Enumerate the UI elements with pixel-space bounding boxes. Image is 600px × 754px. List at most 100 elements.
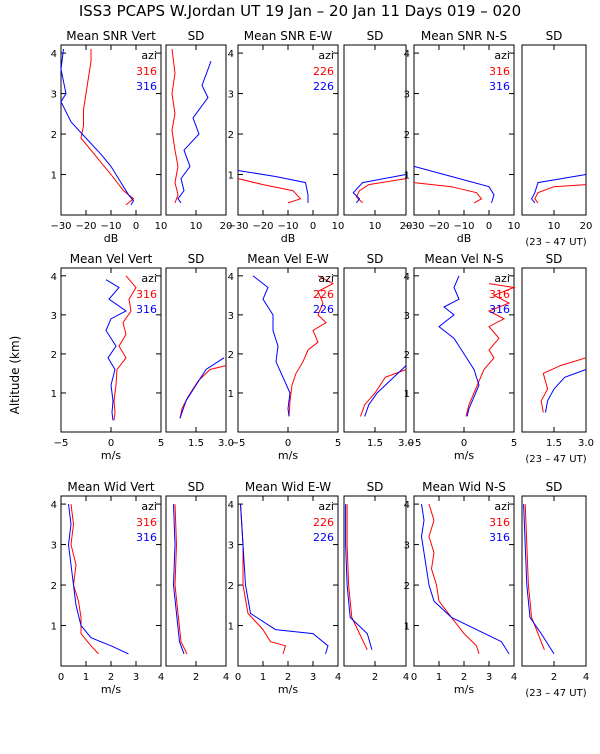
panel-2-5: SD 2 4	[521, 480, 589, 683]
y-tick-label: 1	[404, 389, 410, 400]
x-tick-label: 3.0	[578, 438, 594, 449]
panel-frame	[521, 267, 587, 433]
x-tick-label: 0	[285, 438, 291, 449]
y-tick-label: 3	[404, 90, 410, 101]
panel-0-5: SD 10 20	[521, 29, 592, 232]
x-tick-label: −30	[403, 221, 424, 232]
legend-entry: 316	[489, 288, 510, 301]
series-line-red	[524, 504, 545, 650]
legend-header: azi	[318, 272, 334, 285]
x-tick-label: 1.5	[367, 438, 383, 449]
series-line-red	[70, 504, 99, 655]
panel-frame	[521, 495, 587, 667]
panel-frame	[521, 44, 587, 216]
panel-title: Mean Vel E-W	[247, 252, 329, 266]
panel-title: SD	[546, 480, 563, 494]
x-tick-label: −20	[428, 221, 449, 232]
legend-header: azi	[494, 500, 510, 513]
x-tick-label: 10	[332, 221, 345, 232]
panel-frame	[165, 267, 227, 433]
series-line-red	[113, 275, 137, 421]
panel-title: SD	[546, 252, 563, 266]
row-note: (23 – 47 UT)	[525, 688, 586, 699]
y-tick-label: 4	[228, 49, 234, 60]
panel-title: Mean SNR Vert	[66, 29, 156, 43]
y-tick-label: 2	[228, 350, 234, 361]
series-line-red	[534, 184, 587, 204]
panel-2-2: Mean Wid E-W 0 1 2 3 4 1 2 3 4 m/s azi 226 226	[228, 480, 342, 696]
y-tick-label: 3	[51, 90, 57, 101]
x-axis-label: dB	[457, 232, 472, 245]
y-tick-label: 2	[404, 581, 410, 592]
series-line-red	[465, 283, 516, 417]
x-axis-label: dB	[104, 232, 119, 245]
panel-title: SD	[546, 29, 563, 43]
legend-header: azi	[141, 49, 157, 62]
legend-entry: 316	[489, 303, 510, 316]
x-tick-label: 1.5	[188, 438, 204, 449]
panel-title: Mean SNR E-W	[244, 29, 333, 43]
y-tick-label: 1	[51, 171, 57, 182]
x-tick-label: 4	[403, 672, 409, 683]
y-tick-label: 2	[51, 130, 57, 141]
series-line-blue	[364, 365, 407, 417]
panel-2-1: SD 2 4	[165, 480, 229, 683]
y-tick-label: 3	[228, 311, 234, 322]
series-line-blue	[237, 170, 309, 203]
x-tick-label: 20	[220, 221, 233, 232]
x-axis-label: m/s	[454, 449, 474, 462]
panel-2-4: Mean Wid N-S 0 1 2 3 4 1 2 3 4 m/s azi 316 316	[404, 480, 518, 696]
y-tick-label: 4	[404, 272, 410, 283]
legend-header: azi	[318, 49, 334, 62]
x-axis-label: m/s	[101, 683, 121, 696]
y-tick-label: 2	[51, 350, 57, 361]
x-tick-label: 0	[310, 221, 316, 232]
x-tick-label: 0	[461, 438, 467, 449]
y-tick-label: 3	[228, 90, 234, 101]
x-tick-label: 10	[190, 221, 203, 232]
panel-1-2: Mean Vel E-W −5 0 5 1 2 3 4 m/s azi 226 226	[228, 252, 342, 462]
y-tick-label: 4	[51, 49, 57, 60]
x-tick-label: 10	[369, 221, 382, 232]
series-line-red	[288, 275, 335, 417]
panel-0-4: Mean SNR N-S −30 −20 −10 0 10 1 2 3 4 dB azi 316 316	[403, 29, 520, 245]
series-line-red	[428, 503, 480, 655]
figure-title: ISS3 PCAPS W.Jordan UT 19 Jan – 20 Jan 1…	[79, 2, 521, 20]
x-tick-label: 4	[223, 672, 229, 683]
panel-0-3: SD 10 20	[343, 29, 412, 232]
series-line-blue	[413, 165, 495, 204]
legend-entry: 316	[489, 531, 510, 544]
series-line-blue	[420, 504, 510, 655]
panel-1-0: Mean Vel Vert −5 0 5 1 2 3 4 m/s azi 316 316	[51, 252, 165, 462]
legend-entry: 316	[136, 303, 157, 316]
x-tick-label: 1	[260, 672, 266, 683]
x-tick-label: 3.0	[218, 438, 234, 449]
y-tick-label: 1	[51, 622, 57, 633]
x-tick-label: 10	[548, 221, 561, 232]
panel-title: Mean Wid E-W	[245, 480, 331, 494]
x-axis-label: m/s	[101, 449, 121, 462]
x-tick-label: 0	[486, 221, 492, 232]
y-tick-label: 4	[51, 272, 57, 283]
panel-title: SD	[367, 29, 384, 43]
series-line-blue	[545, 369, 587, 413]
x-tick-label: 5	[335, 438, 341, 449]
panel-1-5: SD 1.5 3.0	[521, 252, 594, 449]
panel-title: Mean Vel Vert	[70, 252, 153, 266]
x-tick-label: 0	[411, 672, 417, 683]
panel-title: SD	[367, 480, 384, 494]
panel-frame	[343, 495, 407, 667]
legend-header: azi	[494, 49, 510, 62]
y-tick-label: 4	[228, 500, 234, 511]
x-tick-label: 5	[158, 438, 164, 449]
series-line-blue	[177, 61, 212, 204]
series-line-blue	[531, 174, 587, 204]
panel-0-2: Mean SNR E-W −30 −20 −10 0 10 1 2 3 4 dB azi 226 226	[227, 29, 344, 245]
row-note: (23 – 47 UT)	[525, 237, 586, 248]
series-line-blue	[60, 48, 135, 206]
y-tick-label: 3	[51, 541, 57, 552]
legend-entry: 316	[489, 80, 510, 93]
legend-header: azi	[141, 272, 157, 285]
series-line-blue	[523, 504, 555, 655]
